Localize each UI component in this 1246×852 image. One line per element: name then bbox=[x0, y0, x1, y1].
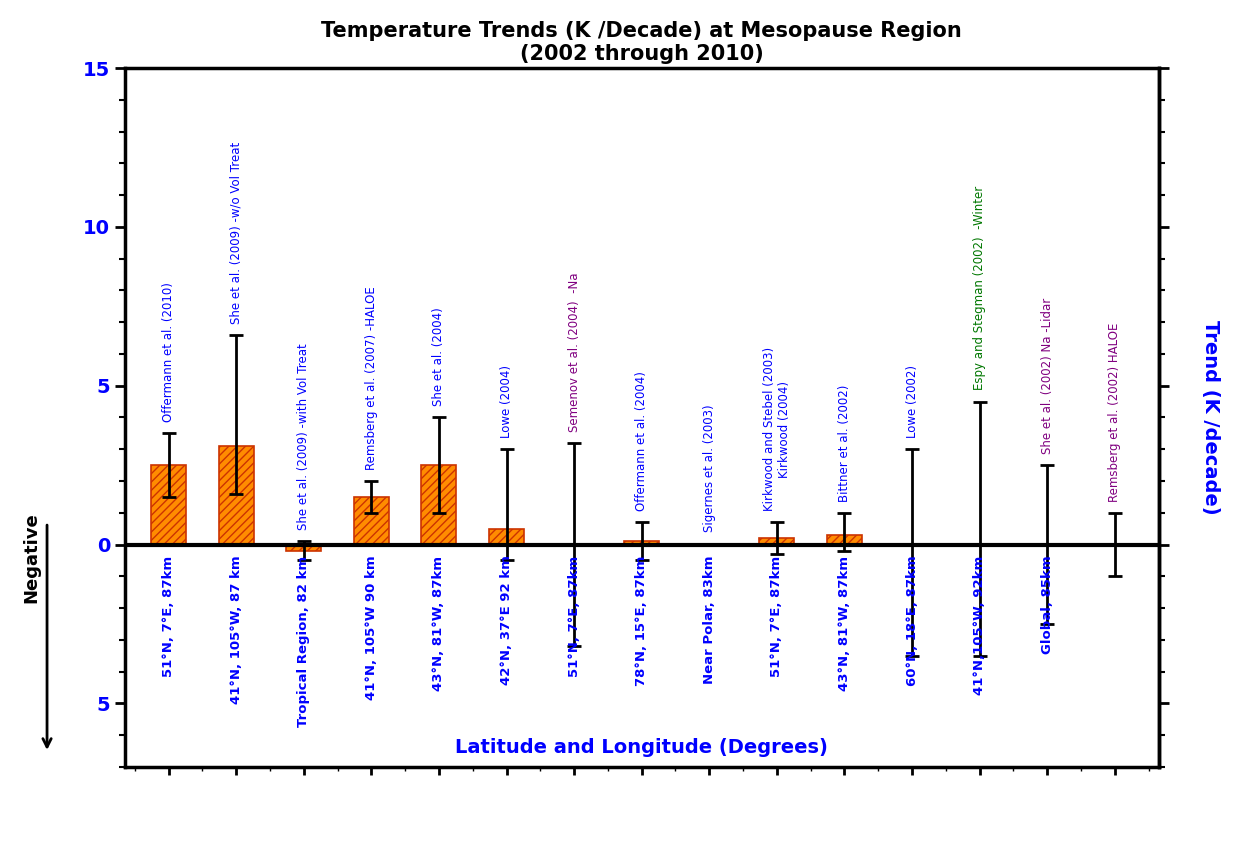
Bar bbox=[287, 544, 321, 551]
Bar bbox=[218, 446, 254, 544]
Text: She et al. (2002) Na -Lidar: She et al. (2002) Na -Lidar bbox=[1040, 297, 1054, 454]
Text: Tropical Region, 82 km: Tropical Region, 82 km bbox=[298, 556, 310, 727]
Text: Near Polar, 83km: Near Polar, 83km bbox=[703, 556, 715, 684]
Text: Bittner et al. (2002): Bittner et al. (2002) bbox=[839, 384, 851, 502]
Text: 41°N, 105°W 90 km: 41°N, 105°W 90 km bbox=[365, 556, 378, 700]
Text: Remsberg et al. (2007) -HALOE: Remsberg et al. (2007) -HALOE bbox=[365, 286, 378, 470]
Text: Kirkwood and Stebel (2003)
Kirkwood (2004): Kirkwood and Stebel (2003) Kirkwood (200… bbox=[763, 347, 791, 511]
Text: She et al. (2009) -w/o Vol Treat: She et al. (2009) -w/o Vol Treat bbox=[229, 141, 243, 324]
Text: Remsberg et al. (2002) HALOE: Remsberg et al. (2002) HALOE bbox=[1109, 322, 1121, 502]
Bar bbox=[151, 465, 186, 544]
Bar bbox=[759, 538, 795, 544]
Bar bbox=[488, 528, 525, 544]
Text: 51°N, 7°E, 87km: 51°N, 7°E, 87km bbox=[162, 556, 174, 676]
Title: Temperature Trends (K /Decade) at Mesopause Region
(2002 through 2010): Temperature Trends (K /Decade) at Mesopa… bbox=[321, 20, 962, 64]
Text: Latitude and Longitude (Degrees): Latitude and Longitude (Degrees) bbox=[455, 739, 829, 757]
Text: 51°N, 7°E, 87km: 51°N, 7°E, 87km bbox=[770, 556, 784, 676]
Text: 41°N,105°W, 92km: 41°N,105°W, 92km bbox=[973, 556, 986, 695]
Text: Espy and Stegman (2002)  -Winter: Espy and Stegman (2002) -Winter bbox=[973, 187, 986, 390]
Text: She et al. (2004): She et al. (2004) bbox=[432, 308, 445, 406]
Text: 78°N, 15°E, 87km: 78°N, 15°E, 87km bbox=[635, 556, 648, 686]
Text: Negative: Negative bbox=[22, 512, 40, 602]
Text: She et al. (2009) -with Vol Treat: She et al. (2009) -with Vol Treat bbox=[298, 343, 310, 530]
Text: Offermann et al. (2010): Offermann et al. (2010) bbox=[162, 282, 174, 423]
Text: 42°N, 37°E 92 km: 42°N, 37°E 92 km bbox=[500, 556, 513, 686]
Text: Global, 85km: Global, 85km bbox=[1040, 556, 1054, 654]
Text: Offermann et al. (2004): Offermann et al. (2004) bbox=[635, 371, 648, 511]
Text: 60°N, 18°E, 87km: 60°N, 18°E, 87km bbox=[906, 556, 918, 686]
Text: 43°N, 81°W, 87km: 43°N, 81°W, 87km bbox=[839, 556, 851, 691]
Text: Semenov et al. (2004)  -Na: Semenov et al. (2004) -Na bbox=[568, 273, 581, 432]
Text: Sigernes et al. (2003): Sigernes et al. (2003) bbox=[703, 404, 715, 532]
Bar bbox=[354, 497, 389, 544]
Bar bbox=[827, 535, 862, 544]
Text: Lowe (2002): Lowe (2002) bbox=[906, 366, 918, 438]
Text: Lowe (2004): Lowe (2004) bbox=[500, 366, 513, 438]
Bar bbox=[421, 465, 456, 544]
Text: 41°N, 105°W, 87 km: 41°N, 105°W, 87 km bbox=[229, 556, 243, 705]
Bar bbox=[624, 541, 659, 544]
Text: 51°N, 7°E, 87km: 51°N, 7°E, 87km bbox=[568, 556, 581, 676]
Y-axis label: Trend (K /decade): Trend (K /decade) bbox=[1201, 320, 1220, 515]
Text: 43°N, 81°W, 87km: 43°N, 81°W, 87km bbox=[432, 556, 445, 691]
